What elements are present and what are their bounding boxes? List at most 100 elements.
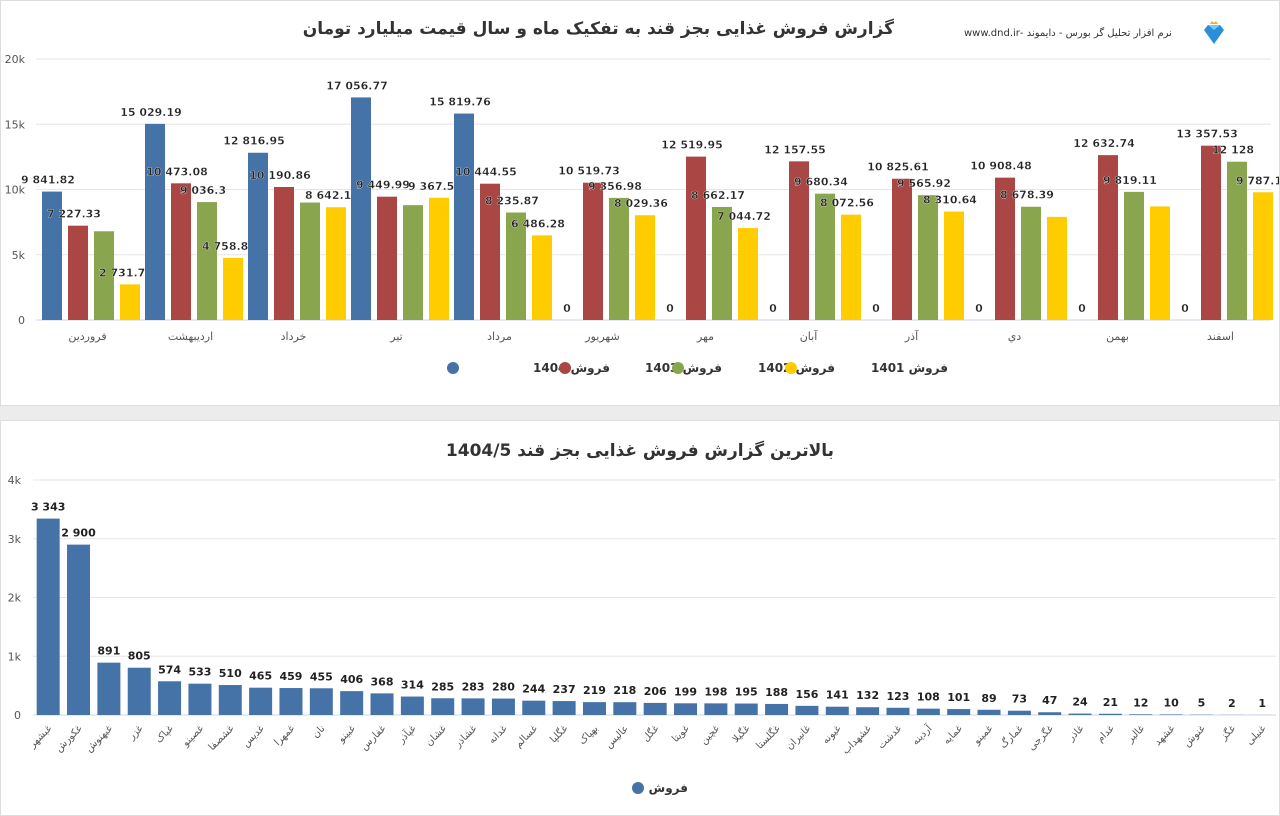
data-label: 0 [666, 302, 674, 315]
legend-label: فروش [649, 781, 688, 796]
legend-marker [785, 362, 797, 374]
bar [300, 203, 320, 320]
bar [377, 197, 397, 320]
data-label: 5 [1198, 697, 1206, 710]
data-label: 9 841.82 [21, 174, 75, 187]
bar [856, 707, 879, 715]
data-label: 12 816.95 [223, 135, 285, 148]
data-label: 9 449.99 [356, 179, 410, 192]
data-label: 406 [340, 673, 363, 686]
bar [522, 701, 545, 715]
bar [1150, 206, 1170, 320]
bar [892, 179, 912, 320]
x-tick-label: بهپاک [577, 723, 601, 747]
bar [326, 207, 346, 320]
data-label: 12 157.55 [764, 143, 826, 156]
y-tick-label: 0 [18, 314, 25, 327]
bar [886, 708, 909, 715]
data-label: 9 680.34 [794, 176, 848, 189]
data-label: 15 819.76 [429, 96, 491, 109]
x-tick-label: غصینو [180, 723, 206, 749]
x-tick-label: غشهداب [840, 723, 873, 756]
data-label: 465 [249, 670, 272, 683]
bar [340, 691, 363, 715]
y-tick-label: 20k [5, 53, 26, 66]
data-label: 199 [674, 685, 697, 698]
data-label: 17 056.77 [326, 79, 388, 92]
data-label: 141 [826, 689, 849, 702]
x-tick-label: مرداد [487, 330, 512, 343]
data-label: 10 444.55 [455, 166, 517, 179]
data-label: 7 044.72 [717, 210, 771, 223]
x-tick-label: اسفند [1207, 330, 1234, 343]
bar [712, 207, 732, 320]
y-tick-label: 3k [8, 533, 22, 546]
bar [171, 183, 191, 320]
data-label: 891 [97, 645, 120, 658]
data-label: 73 [1012, 693, 1027, 706]
data-label: 10 [1163, 696, 1179, 709]
data-label: 9 356.98 [588, 180, 642, 193]
x-tick-label: غبهنوش [84, 723, 115, 754]
data-label: 24 [1072, 696, 1088, 709]
bar [371, 693, 394, 715]
bar [145, 124, 165, 320]
x-tick-label: غنوش [1182, 723, 1208, 749]
data-label: 198 [704, 685, 727, 698]
bar [67, 545, 90, 715]
x-tick-label: نان [310, 723, 327, 740]
bar [403, 205, 423, 320]
x-tick-label: غگل [640, 723, 661, 744]
bar [351, 97, 371, 320]
bar [917, 709, 940, 715]
legend-marker [447, 362, 459, 374]
x-tick-label: غدیس [241, 723, 267, 749]
data-label: 574 [158, 663, 181, 676]
data-label: 9 787.1 [1236, 174, 1279, 187]
data-label: 0 [769, 302, 777, 315]
x-tick-label: غگیلا [730, 723, 752, 745]
data-label: 9 036.3 [180, 184, 226, 197]
bar [644, 703, 667, 715]
data-label: 21 [1103, 696, 1118, 709]
data-label: 368 [371, 675, 394, 688]
data-label: 533 [188, 666, 211, 679]
bar [68, 226, 88, 320]
x-tick-label: غچین [698, 723, 722, 747]
data-label: 237 [553, 683, 576, 696]
data-label: 8 235.87 [485, 195, 539, 208]
bar [158, 681, 181, 715]
data-label: 0 [563, 302, 571, 315]
x-tick-label: آردینه [909, 721, 935, 747]
data-label: 12 [1133, 696, 1148, 709]
y-tick-label: 5k [12, 249, 26, 262]
data-label: 12 632.74 [1073, 137, 1135, 150]
y-tick-label: 15k [5, 118, 26, 131]
bar [454, 114, 474, 320]
x-tick-label: شهریور [584, 330, 619, 343]
x-tick-label: غبشهر [27, 723, 55, 751]
data-label: 4 758.85 [202, 240, 256, 253]
bar [97, 663, 120, 715]
bar [120, 284, 140, 320]
bar [1124, 192, 1144, 320]
top-sales-chart-card: بالاترین گزارش فروش غذایی بجز قند 1404/5… [0, 420, 1280, 816]
data-label: 0 [1078, 302, 1086, 315]
x-tick-label: غکورش [54, 723, 85, 754]
data-label: 10 825.61 [867, 161, 929, 174]
data-label: 3 343 [31, 501, 65, 514]
bar [795, 706, 818, 715]
data-label: 10 908.48 [970, 160, 1032, 173]
x-tick-label: مهر [696, 330, 714, 343]
data-label: 132 [856, 689, 879, 702]
x-tick-label: غشاذر [452, 723, 479, 750]
data-label: 219 [583, 684, 606, 697]
x-tick-label: غسالم [513, 723, 540, 750]
bar [429, 198, 449, 320]
monthly-sales-chart-card: گزارش فروش غذایی بجز قند به تفکیک ماه و … [0, 0, 1280, 406]
bar [947, 709, 970, 715]
bar [686, 157, 706, 320]
bar [1047, 217, 1067, 320]
x-tick-label: غفارس [359, 723, 388, 752]
